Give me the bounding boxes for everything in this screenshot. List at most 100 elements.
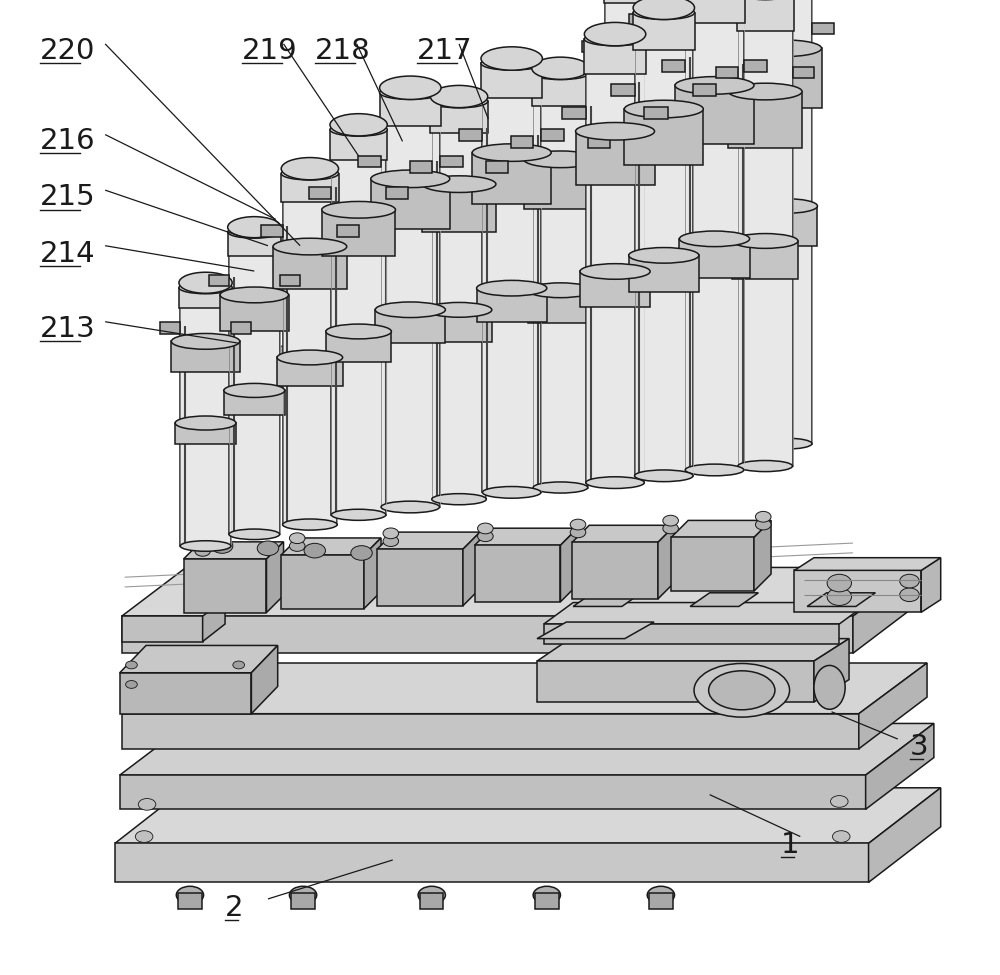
Ellipse shape [233, 661, 245, 669]
Polygon shape [738, 0, 792, 466]
Polygon shape [728, 92, 802, 148]
Ellipse shape [380, 76, 441, 99]
Text: 2: 2 [225, 894, 244, 922]
Ellipse shape [281, 167, 339, 180]
Ellipse shape [326, 324, 391, 339]
Polygon shape [611, 85, 635, 97]
Ellipse shape [304, 543, 325, 558]
Polygon shape [477, 289, 547, 323]
Ellipse shape [533, 482, 588, 493]
Polygon shape [648, 205, 723, 247]
Polygon shape [463, 532, 480, 605]
Polygon shape [748, 48, 822, 108]
Polygon shape [586, 39, 644, 483]
Polygon shape [671, 521, 771, 537]
Ellipse shape [595, 58, 674, 75]
Ellipse shape [422, 176, 496, 192]
Ellipse shape [663, 523, 678, 534]
Polygon shape [122, 663, 927, 714]
Polygon shape [629, 255, 699, 292]
Polygon shape [309, 187, 331, 199]
Polygon shape [120, 723, 934, 775]
Ellipse shape [748, 40, 822, 57]
Polygon shape [544, 603, 869, 624]
Polygon shape [696, 43, 775, 104]
Ellipse shape [532, 66, 589, 80]
Polygon shape [814, 639, 849, 702]
Ellipse shape [257, 541, 279, 556]
Polygon shape [115, 843, 869, 882]
Polygon shape [544, 624, 839, 644]
Ellipse shape [633, 6, 695, 20]
Polygon shape [377, 549, 463, 605]
Polygon shape [281, 538, 381, 555]
Ellipse shape [430, 86, 488, 107]
Ellipse shape [380, 86, 441, 99]
Polygon shape [658, 526, 675, 599]
Polygon shape [281, 174, 339, 202]
Ellipse shape [195, 538, 210, 548]
Polygon shape [757, 0, 812, 444]
Ellipse shape [179, 282, 232, 293]
Polygon shape [572, 526, 675, 542]
Text: 217: 217 [417, 37, 473, 65]
Polygon shape [664, 41, 687, 53]
Polygon shape [633, 13, 695, 50]
Polygon shape [562, 107, 586, 119]
Polygon shape [120, 775, 866, 809]
Polygon shape [175, 423, 236, 444]
Ellipse shape [273, 238, 347, 254]
Text: 214: 214 [40, 240, 95, 268]
Ellipse shape [135, 831, 153, 842]
Ellipse shape [281, 158, 339, 179]
Polygon shape [624, 109, 703, 165]
Polygon shape [765, 17, 789, 28]
Polygon shape [122, 567, 917, 616]
Ellipse shape [732, 234, 798, 249]
Ellipse shape [576, 123, 655, 140]
Ellipse shape [228, 216, 281, 238]
Polygon shape [679, 239, 750, 278]
Ellipse shape [532, 58, 589, 79]
Polygon shape [440, 155, 463, 168]
Polygon shape [422, 184, 496, 232]
Polygon shape [261, 225, 283, 237]
Ellipse shape [584, 32, 646, 46]
Bar [178, 893, 202, 909]
Polygon shape [122, 714, 859, 749]
Bar [535, 893, 558, 909]
Ellipse shape [430, 95, 488, 108]
Ellipse shape [752, 199, 817, 214]
Ellipse shape [228, 226, 281, 238]
Polygon shape [266, 542, 284, 612]
Polygon shape [644, 107, 668, 119]
Polygon shape [737, 0, 794, 31]
Ellipse shape [755, 519, 771, 530]
Polygon shape [380, 93, 441, 126]
Ellipse shape [679, 231, 750, 247]
Polygon shape [662, 60, 685, 72]
Ellipse shape [814, 665, 845, 710]
Polygon shape [475, 528, 578, 545]
Polygon shape [532, 73, 589, 106]
Polygon shape [629, 14, 654, 25]
Ellipse shape [584, 22, 646, 46]
Polygon shape [869, 788, 941, 882]
Polygon shape [430, 101, 488, 134]
Polygon shape [381, 93, 440, 507]
Ellipse shape [629, 248, 699, 263]
Polygon shape [537, 639, 849, 661]
Text: 219: 219 [242, 37, 297, 65]
Ellipse shape [570, 526, 586, 538]
Polygon shape [541, 129, 564, 140]
Ellipse shape [831, 796, 848, 807]
Polygon shape [331, 130, 386, 515]
Ellipse shape [478, 523, 493, 534]
Bar [291, 893, 315, 909]
Ellipse shape [663, 515, 678, 527]
Ellipse shape [570, 519, 586, 530]
Ellipse shape [755, 511, 771, 523]
Polygon shape [120, 673, 251, 714]
Ellipse shape [477, 281, 547, 296]
Text: 1: 1 [781, 831, 799, 859]
